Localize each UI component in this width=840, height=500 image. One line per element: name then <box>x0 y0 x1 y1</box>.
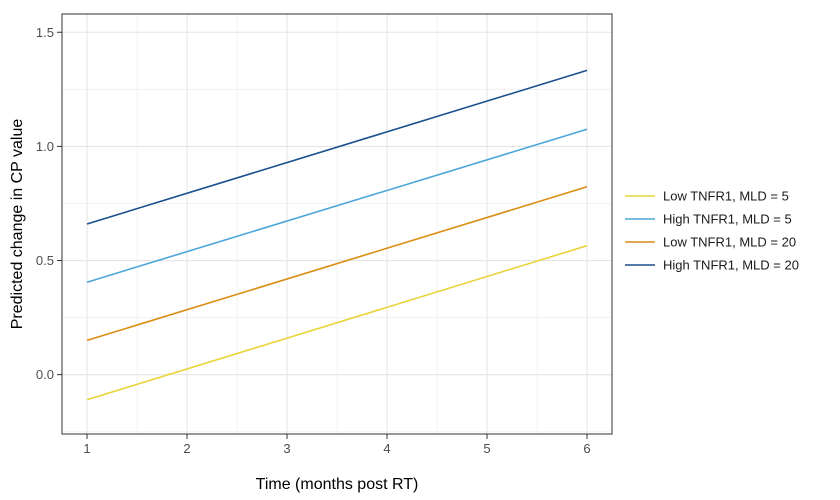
x-tick-label: 4 <box>383 441 390 456</box>
x-tick-label: 3 <box>283 441 290 456</box>
legend-item: Low TNFR1, MLD = 5 <box>625 189 789 204</box>
y-tick-label: 1.0 <box>36 139 54 154</box>
y-tick-label: 1.5 <box>36 25 54 40</box>
x-tick-label: 1 <box>83 441 90 456</box>
x-axis: 1 2 3 4 5 6 <box>83 434 591 456</box>
legend-label: High TNFR1, MLD = 5 <box>663 212 792 227</box>
legend-label: Low TNFR1, MLD = 5 <box>663 189 789 204</box>
series-lines <box>86 69 588 401</box>
series-line <box>86 244 588 401</box>
legend-label: High TNFR1, MLD = 20 <box>663 258 799 273</box>
legend-item: High TNFR1, MLD = 5 <box>625 212 792 227</box>
legend-item: Low TNFR1, MLD = 20 <box>625 235 796 250</box>
legend-label: Low TNFR1, MLD = 20 <box>663 235 796 250</box>
legend-item: High TNFR1, MLD = 20 <box>625 258 799 273</box>
legend: Low TNFR1, MLD = 5 High TNFR1, MLD = 5 Low… <box>625 189 799 273</box>
x-axis-title: Time (months post RT) <box>256 476 419 493</box>
x-tick-label: 2 <box>183 441 190 456</box>
series-line <box>86 69 588 225</box>
plot-panel-border <box>61 13 613 435</box>
y-tick-label: 0.0 <box>36 367 54 382</box>
y-axis-title: Predicted change in CP value <box>9 119 26 330</box>
y-axis: 0.0 0.5 1.0 1.5 <box>36 25 62 382</box>
x-tick-label: 6 <box>583 441 590 456</box>
series-line <box>86 186 588 342</box>
x-tick-label: 5 <box>483 441 490 456</box>
series-line <box>86 128 588 283</box>
y-tick-label: 0.5 <box>36 253 54 268</box>
